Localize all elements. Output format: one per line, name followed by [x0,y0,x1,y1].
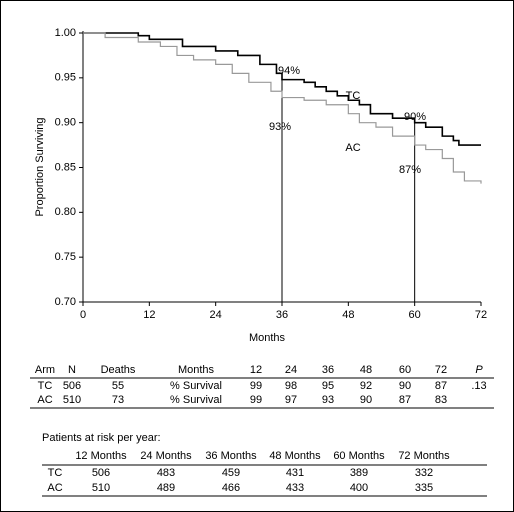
y-tick-label: 0.85 [55,161,76,173]
table-cell: 99 [250,380,262,392]
table-cell: 95 [322,380,334,392]
table-cell: 87 [435,380,447,392]
y-axis-title: Proportion Surviving [34,117,46,216]
table-cell: 55 [112,380,124,392]
table-cell: % Survival [170,380,222,392]
table-header: Deaths [101,364,136,376]
table-cell: 459 [222,467,240,479]
table-cell: 506 [63,380,81,392]
table-title: Patients at risk per year: [42,432,161,444]
table-cell: 335 [415,482,433,494]
table-cell: .13 [471,380,486,392]
table-cell: 483 [157,467,175,479]
table-cell: 99 [250,394,262,406]
table-cell: AC [47,482,62,494]
x-axis-title: Months [249,332,286,344]
annotation: 87% [399,164,421,176]
table-cell: AC [37,394,52,406]
table-cell: 93 [322,394,334,406]
y-tick-label: 0.75 [55,251,76,263]
table-header: 48 [360,364,372,376]
x-tick-label: 72 [475,309,487,321]
table-cell: 489 [157,482,175,494]
table-header: P [475,364,483,376]
y-tick-label: 0.80 [55,206,76,218]
x-tick-label: 0 [80,309,86,321]
table-header: 36 Months [205,450,257,462]
y-tick-label: 1.00 [55,27,76,39]
table-header: 72 [435,364,447,376]
table-header: 12 Months [75,450,127,462]
table-cell: % Survival [170,394,222,406]
table-cell: 87 [399,394,411,406]
y-tick-label: 0.95 [55,72,76,84]
table-header: 24 [285,364,297,376]
table-cell: 506 [92,467,110,479]
table-cell: 400 [350,482,368,494]
annotation: 94% [278,65,300,77]
table-cell: 433 [286,482,304,494]
annotation: TC [346,90,361,102]
table-cell: 90 [360,394,372,406]
table-cell: 466 [222,482,240,494]
table-header: 48 Months [269,450,321,462]
table-header: 12 [250,364,262,376]
table-header: 60 Months [333,450,385,462]
table-cell: 73 [112,394,124,406]
annotation: 93% [269,121,291,133]
survival-curve [83,32,481,146]
table-header: Arm [35,364,55,376]
annotation: 90% [404,111,426,123]
table-cell: 510 [63,394,81,406]
y-tick-label: 0.90 [55,117,76,129]
y-tick-label: 0.70 [55,296,76,308]
x-tick-label: 48 [342,309,354,321]
table-header: 72 Months [398,450,450,462]
table-header: 24 Months [140,450,192,462]
table-cell: 389 [350,467,368,479]
table-cell: 510 [92,482,110,494]
table-cell: 98 [285,380,297,392]
table-header: 36 [322,364,334,376]
annotation: AC [345,142,360,154]
x-tick-label: 12 [143,309,155,321]
table-cell: TC [38,380,53,392]
table-cell: 431 [286,467,304,479]
table-cell: 97 [285,394,297,406]
table-cell: TC [48,467,63,479]
table-cell: 92 [360,380,372,392]
x-tick-label: 36 [276,309,288,321]
table-cell: 90 [399,380,411,392]
table-header: N [68,364,76,376]
table-cell: 83 [435,394,447,406]
x-tick-label: 24 [210,309,222,321]
table-cell: 332 [415,467,433,479]
survival-curve [83,32,482,184]
table-header: 60 [399,364,411,376]
x-tick-label: 60 [409,309,421,321]
table-header: Months [178,364,215,376]
